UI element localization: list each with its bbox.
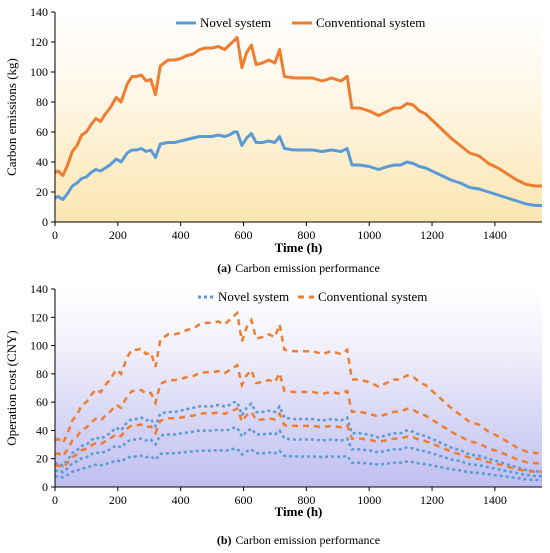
y-tick-label: 40 <box>36 155 48 169</box>
x-tick-label: 600 <box>235 228 253 242</box>
x-tick-label: 200 <box>109 493 127 507</box>
y-tick-label: 140 <box>30 5 48 19</box>
y-axis-label: Operation cost (CNY) <box>4 330 19 446</box>
y-tick-label: 100 <box>30 339 48 353</box>
x-tick-label: 1000 <box>357 228 381 242</box>
series-band-conventional <box>54 310 542 455</box>
y-tick-label: 80 <box>36 367 48 381</box>
chart-marks <box>54 310 542 482</box>
series-band-conventional <box>54 407 542 473</box>
y-tick-label: 40 <box>36 423 48 437</box>
x-tick-label: 1000 <box>357 493 381 507</box>
series-band-conventional <box>54 363 542 465</box>
x-tick-label: 200 <box>109 228 127 242</box>
x-tick-label: 1200 <box>420 228 444 242</box>
y-axis-label: Carbon emissions (kg) <box>4 58 19 176</box>
legend-label-novel: Novel system <box>200 15 271 30</box>
x-axis-label: Time (h) <box>275 504 323 519</box>
chart-marks <box>54 36 542 207</box>
caption-text: Carbon emission performance <box>236 533 381 547</box>
legend: Novel system Conventional system <box>198 289 427 304</box>
y-tick-label: 100 <box>30 65 48 79</box>
x-tick-label: 1400 <box>483 493 507 507</box>
chart-caption: (a) Carbon emission performance <box>217 261 380 275</box>
series-band-novel <box>54 426 542 478</box>
x-tick-label: 1200 <box>420 493 444 507</box>
chart-caption: (b) Carbon emission performance <box>217 533 380 547</box>
y-tick-label: 20 <box>36 185 48 199</box>
legend-label-novel: Novel system <box>218 289 289 304</box>
x-tick-label: 0 <box>52 228 58 242</box>
caption-prefix: (b) <box>217 533 232 547</box>
y-tick-label: 20 <box>36 452 48 466</box>
y-tick-label: 120 <box>30 310 48 324</box>
y-tick-label: 120 <box>30 35 48 49</box>
legend-label-conventional: Conventional system <box>318 289 427 304</box>
caption-prefix: (a) <box>217 261 231 275</box>
x-tick-label: 600 <box>235 493 253 507</box>
caption-text: Carbon emission performance <box>235 261 380 275</box>
plot-background <box>55 289 542 487</box>
x-tick-label: 400 <box>172 228 190 242</box>
x-tick-label: 1400 <box>483 228 507 242</box>
y-tick-label: 140 <box>30 282 48 296</box>
x-tick-label: 800 <box>297 493 315 507</box>
x-tick-label: 400 <box>172 493 190 507</box>
legend: Novel system Conventional system <box>176 15 425 30</box>
y-tick-label: 80 <box>36 95 48 109</box>
y-tick-label: 0 <box>42 480 48 494</box>
legend-label-conventional: Conventional system <box>316 15 425 30</box>
y-tick-label: 60 <box>36 395 48 409</box>
plot-background <box>55 12 542 222</box>
x-tick-label: 0 <box>52 493 58 507</box>
series-line-conventional <box>54 36 542 188</box>
x-axis-label: Time (h) <box>275 240 323 255</box>
y-tick-label: 60 <box>36 125 48 139</box>
series-band-novel <box>54 400 542 473</box>
x-tick-label: 800 <box>297 228 315 242</box>
y-tick-label: 0 <box>42 215 48 229</box>
series-line-novel <box>54 130 542 207</box>
series-band-novel <box>54 447 542 482</box>
